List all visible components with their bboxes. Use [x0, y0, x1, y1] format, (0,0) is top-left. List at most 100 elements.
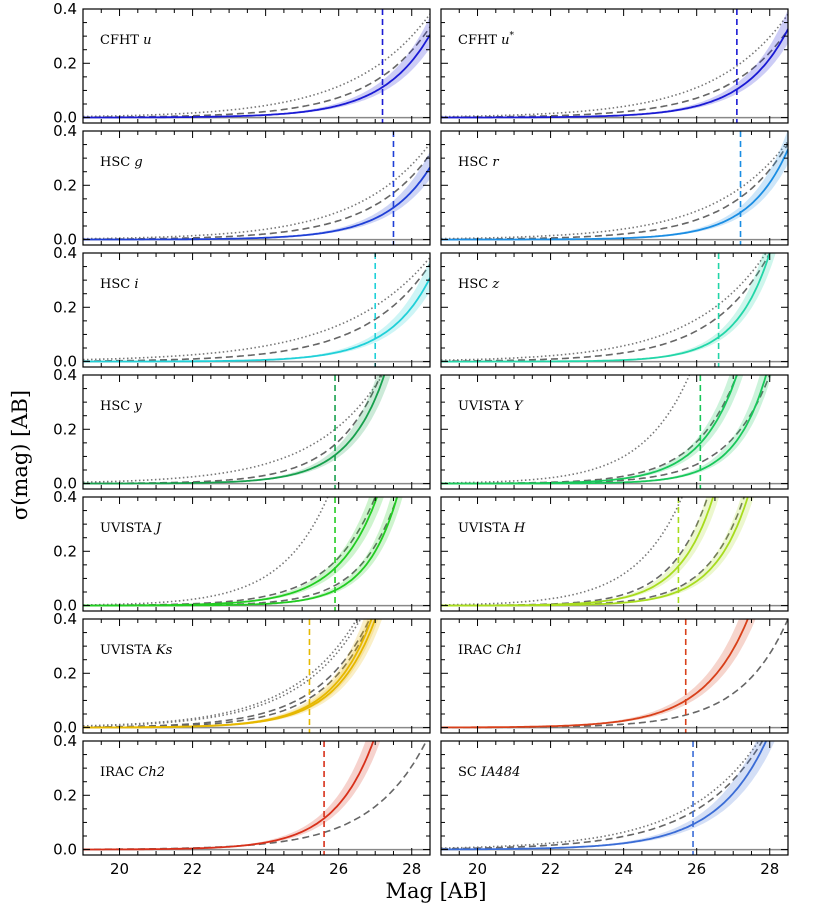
uncertainty-band: [441, 375, 772, 484]
y-tick-label: 0.2: [53, 664, 77, 682]
panel-label: CFHT u: [100, 33, 151, 48]
y-tick-label: 0.0: [53, 475, 77, 493]
panel-frame: [82, 740, 431, 856]
dotted-curve: [83, 497, 329, 606]
dotted-curve: [441, 741, 760, 849]
panel-sc-ia484: 20 22 24 26 28 SC IA484: [440, 740, 789, 878]
panel-frame: [440, 740, 789, 856]
uncertainty-band: [83, 16, 430, 118]
y-tick-label: 0.0: [53, 597, 77, 615]
y-axis-label: σ(mag) [AB]: [8, 390, 32, 520]
dashed-curve: [83, 741, 428, 851]
panel-cfht-u: 0.0 0.2 0.4 CFHT u: [53, 0, 431, 127]
panel-frame: [440, 496, 789, 612]
panel-frame: [440, 374, 789, 490]
dotted-curve: [83, 256, 430, 361]
dotted-curve: [83, 375, 384, 483]
sigma-curve: [83, 166, 430, 241]
uncertainty-band: [441, 741, 775, 850]
y-tick-label: 0.4: [53, 122, 77, 140]
panel-frame: [82, 618, 431, 734]
panel-label: IRAC Ch2: [100, 765, 165, 780]
x-tick-label: 20: [468, 860, 487, 878]
uncertainty-band: [83, 741, 381, 850]
sigma-curve: [441, 497, 715, 607]
panel-frame: [440, 252, 789, 368]
x-tick-label: 24: [256, 860, 275, 878]
sigma-curve: [441, 253, 771, 363]
x-tick-label: 22: [183, 860, 202, 878]
panel-frame: [82, 8, 431, 124]
panel-frame: [440, 618, 789, 734]
panel-hsc-z: HSC z: [440, 252, 789, 368]
panel-frame: [82, 496, 431, 612]
panel-hsc-i: 0.0 0.2 0.4 HSC i: [53, 244, 431, 371]
sigma-curve: [441, 148, 788, 241]
sigma-curve: [83, 375, 386, 485]
panel-label: UVISTA Ks: [100, 643, 173, 658]
y-tick-label: 0.0: [53, 353, 77, 371]
panel-uvista-y: UVISTA Y: [440, 374, 789, 490]
sigma-curve: [83, 619, 377, 729]
x-tick-label: 22: [541, 860, 560, 878]
y-tick-label: 0.0: [53, 109, 77, 127]
y-tick-label: 0.2: [53, 54, 77, 72]
uncertainty-band: [83, 375, 391, 484]
panel-label: HSC i: [100, 277, 139, 292]
dotted-curve: [441, 13, 788, 118]
y-tick-label: 0.4: [53, 244, 77, 262]
sigma-curve: [441, 741, 768, 851]
panel-label: UVISTA Y: [458, 399, 524, 414]
panel-label: CFHT u*: [458, 31, 514, 48]
x-tick-label: 28: [402, 860, 421, 878]
dashed-curve: [83, 263, 430, 362]
y-tick-label: 0.4: [53, 366, 77, 384]
x-tick-label: 28: [760, 860, 779, 878]
sigma-curve: [441, 28, 788, 119]
y-tick-label: 0.0: [53, 841, 77, 859]
dashed-curve: [441, 253, 771, 362]
dotted-curve: [441, 497, 683, 606]
panel-label: HSC z: [458, 277, 499, 292]
y-tick-label: 0.2: [53, 542, 77, 560]
x-tick-label: 20: [110, 860, 129, 878]
uncertainty-band: [441, 9, 788, 118]
panel-frame: [440, 8, 789, 124]
panel-hsc-g: 0.0 0.2 0.4 HSC g: [53, 122, 431, 249]
dotted-curve: [441, 375, 691, 484]
y-tick-label: 0.0: [53, 231, 77, 249]
y-tick-label: 0.4: [53, 488, 77, 506]
y-tick-label: 0.4: [53, 0, 77, 18]
dashed-curve: [441, 497, 746, 607]
dashed-curve: [83, 619, 373, 729]
x-tick-label: 24: [614, 860, 633, 878]
sigma-curve: [441, 375, 768, 485]
uncertainty-band: [441, 131, 788, 240]
panel-frame: [82, 252, 431, 368]
panel-irac-ch1: IRAC Ch1: [440, 618, 789, 734]
panel-hsc-r: HSC r: [440, 130, 789, 246]
dashed-curve: [441, 741, 764, 850]
dotted-curve: [83, 619, 362, 727]
panel-label: HSC r: [458, 155, 499, 170]
y-tick-label: 0.2: [53, 176, 77, 194]
sigma-curve: [83, 497, 399, 607]
panel-uvista-h: UVISTA H: [440, 496, 789, 612]
sigma-curve: [83, 34, 430, 119]
uncertainty-band: [441, 375, 744, 484]
uncertainty-band: [441, 253, 776, 362]
y-tick-label: 0.2: [53, 298, 77, 316]
dotted-curve: [83, 619, 358, 727]
panel-label: HSC g: [100, 155, 143, 170]
y-tick-label: 0.2: [53, 786, 77, 804]
dashed-curve: [441, 375, 771, 485]
uncertainty-band: [83, 259, 430, 362]
panel-hsc-y: 0.0 0.2 0.4 HSC y: [53, 366, 431, 493]
panel-frame: [82, 374, 431, 490]
y-tick-label: 0.4: [53, 610, 77, 628]
panel-uvista-j: 0.0 0.2 0.4 UVISTA J: [53, 488, 431, 615]
dashed-curve: [441, 497, 709, 607]
sigma-curve: [441, 497, 749, 607]
x-tick-label: 26: [329, 860, 348, 878]
